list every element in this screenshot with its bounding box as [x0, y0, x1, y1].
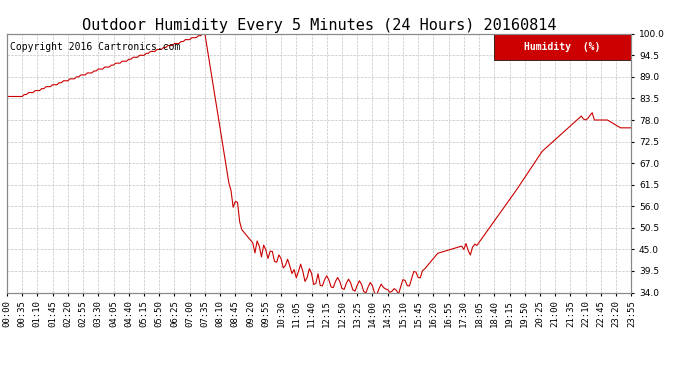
Title: Outdoor Humidity Every 5 Minutes (24 Hours) 20160814: Outdoor Humidity Every 5 Minutes (24 Hou… [82, 18, 556, 33]
Text: Humidity  (%): Humidity (%) [524, 42, 601, 52]
Bar [494, 34, 631, 60]
Text: Copyright 2016 Cartronics.com: Copyright 2016 Cartronics.com [10, 42, 180, 51]
